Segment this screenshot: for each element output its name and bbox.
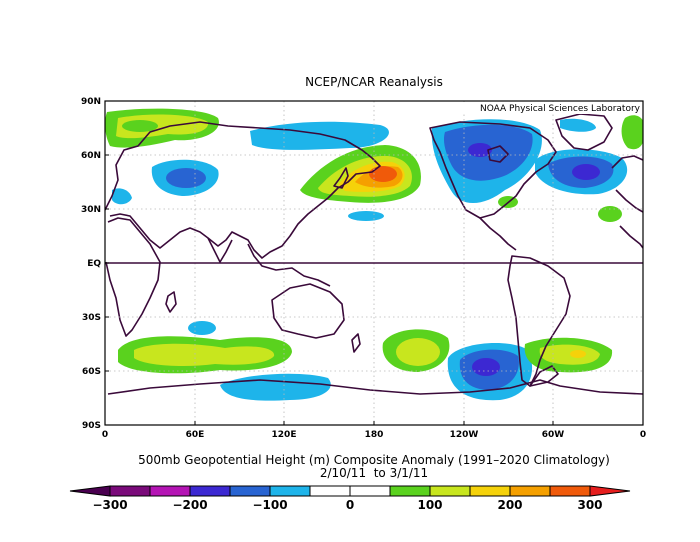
colorbar-label: −200 bbox=[172, 498, 207, 512]
colorbar-low-end bbox=[69, 485, 111, 497]
lon-tick-label: 60E bbox=[186, 430, 205, 440]
lat-tick-label: 30S bbox=[82, 313, 101, 323]
colorbar-segment bbox=[109, 485, 151, 497]
lat-tick-label: 60N bbox=[81, 151, 101, 161]
hudson-bay-coastline bbox=[487, 145, 509, 163]
india-coastline bbox=[207, 237, 233, 263]
south-america-coastline bbox=[507, 255, 571, 387]
lat-tick-label: EQ bbox=[87, 259, 101, 269]
colorbar-segment bbox=[189, 485, 231, 497]
colorbar bbox=[69, 485, 631, 497]
iberia-coastline bbox=[619, 225, 643, 249]
madagascar-coastline bbox=[165, 291, 177, 313]
australia-coastline bbox=[271, 283, 345, 339]
lat-tick-label: 30N bbox=[81, 205, 101, 215]
greenland-coastline bbox=[555, 113, 613, 151]
colorbar-segment bbox=[509, 485, 551, 497]
europe-coastline bbox=[611, 155, 643, 169]
coastlines bbox=[105, 113, 643, 395]
caption-line-2: 2/10/11 to 3/1/11 bbox=[320, 466, 428, 480]
antarctica-coastline bbox=[107, 379, 643, 395]
caption-line-1: 500mb Geopotential Height (m) Composite … bbox=[138, 453, 610, 467]
arctic-positive-anomaly bbox=[621, 115, 643, 150]
lon-tick-label: 0 bbox=[102, 430, 108, 440]
north-america-coastline bbox=[429, 121, 557, 219]
colorbar-label: 200 bbox=[497, 498, 522, 512]
anomaly-contours bbox=[105, 101, 643, 425]
lat-tick-label: 90S bbox=[82, 421, 101, 431]
colorbar-segment bbox=[389, 485, 431, 497]
colorbar-labels: −300 −200 −100 0 100 200 300 bbox=[92, 498, 602, 512]
colorbar-high-end bbox=[589, 485, 631, 497]
longitude-tick-labels: 0 60E 120E 180 120W 60W 0 bbox=[102, 430, 646, 440]
colorbar-label: −100 bbox=[252, 498, 287, 512]
new-zealand-coastline bbox=[351, 333, 361, 353]
colorbar-segment bbox=[149, 485, 191, 497]
arctic-negative-anomaly bbox=[250, 121, 389, 150]
colorbar-segment bbox=[229, 485, 271, 497]
southern-indian-ocean-positive-anomaly bbox=[118, 336, 292, 374]
colorbar-label: 100 bbox=[417, 498, 442, 512]
mideast-negative-anomaly bbox=[112, 188, 132, 205]
lon-tick-label: 180 bbox=[365, 430, 384, 440]
lat-tick-label: 90N bbox=[81, 97, 101, 107]
map-panel: NOAA Physical Sciences Laboratory 90N 60… bbox=[81, 97, 646, 440]
colorbar-segment bbox=[429, 485, 471, 497]
colorbar-label: 0 bbox=[346, 498, 354, 512]
siberia-negative-anomaly bbox=[151, 159, 219, 196]
attribution-background bbox=[458, 102, 642, 114]
lon-tick-label: 120E bbox=[272, 430, 297, 440]
colorbar-segment bbox=[309, 485, 351, 497]
colorbar-segment bbox=[269, 485, 311, 497]
lon-tick-label: 120W bbox=[450, 430, 479, 440]
colorbar-segment bbox=[349, 485, 391, 497]
eurasia-coastline bbox=[105, 121, 381, 259]
colorbar-label: −300 bbox=[92, 498, 127, 512]
europe-africa-coastline bbox=[615, 189, 643, 213]
central-america-coastline bbox=[479, 217, 517, 251]
greenland-negative-anomaly bbox=[560, 118, 596, 132]
colorbar-segment bbox=[549, 485, 591, 497]
antarctic-peninsula-coastline bbox=[529, 365, 559, 387]
east-atlantic-small-positive-anomaly bbox=[598, 206, 622, 222]
colorbar-label: 300 bbox=[577, 498, 602, 512]
latitude-ticks bbox=[105, 154, 554, 425]
colorbar-segment bbox=[469, 485, 511, 497]
africa-coastline bbox=[105, 217, 161, 337]
indian-ocean-negative-anomaly bbox=[188, 321, 216, 335]
japan-coastline bbox=[333, 167, 349, 189]
attribution-label: NOAA Physical Sciences Laboratory bbox=[480, 104, 641, 114]
south-pacific-positive-anomaly bbox=[382, 329, 450, 372]
lon-tick-label: 60W bbox=[542, 430, 565, 440]
north-atlantic-negative-anomaly bbox=[535, 149, 628, 195]
map-title: NCEP/NCAR Reanalysis bbox=[305, 75, 443, 89]
south-pacific-negative-anomaly bbox=[447, 343, 533, 401]
lat-tick-label: 60S bbox=[82, 367, 101, 377]
lon-tick-label: 0 bbox=[640, 430, 646, 440]
latitude-tick-labels: 90N 60N 30N EQ 30S 60S 90S bbox=[81, 97, 101, 431]
subtropical-pacific-negative-anomaly bbox=[348, 211, 384, 221]
